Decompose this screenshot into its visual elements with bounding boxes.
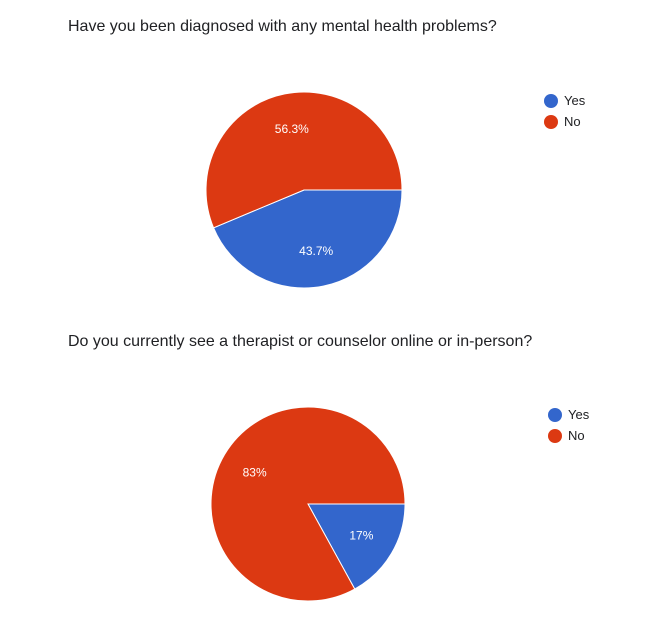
legend-swatch-no — [544, 114, 558, 129]
pie-chart-diagnosed: Have you been diagnosed with any mental … — [0, 0, 666, 318]
legend-swatch-yes — [548, 407, 562, 422]
legend-label-no: No — [564, 114, 581, 129]
chart-title: Do you currently see a therapist or coun… — [68, 333, 533, 350]
slice-label-yes: 43.7% — [299, 244, 333, 258]
slice-label-no: 83% — [243, 465, 267, 479]
legend-label-no: No — [568, 428, 585, 443]
pie-slice-yes[interactable] — [212, 189, 403, 289]
pie-chart-therapist: Do you currently see a therapist or coun… — [0, 318, 666, 636]
legend: Yes No — [548, 404, 589, 446]
legend-item-no[interactable]: No — [544, 111, 585, 132]
pie-slice-yes[interactable] — [307, 503, 406, 590]
slice-label-yes: 17% — [349, 529, 373, 543]
legend-label-yes: Yes — [568, 407, 590, 422]
legend-label-yes: Yes — [564, 93, 586, 108]
legend-item-no[interactable]: No — [548, 425, 589, 446]
legend: Yes No — [544, 90, 585, 132]
legend-swatch-no — [548, 428, 562, 443]
legend-item-yes[interactable]: Yes — [548, 404, 589, 425]
pie-slice-no[interactable] — [210, 406, 406, 602]
pie-plot: 43.7% 56.3% — [205, 91, 403, 289]
slice-label-no: 56.3% — [275, 122, 309, 136]
pie-slice-no[interactable] — [205, 91, 403, 229]
legend-item-yes[interactable]: Yes — [544, 90, 585, 111]
pie-plot: 17% 83% — [210, 406, 406, 602]
chart-title: Have you been diagnosed with any mental … — [68, 18, 497, 35]
legend-swatch-yes — [544, 93, 558, 108]
